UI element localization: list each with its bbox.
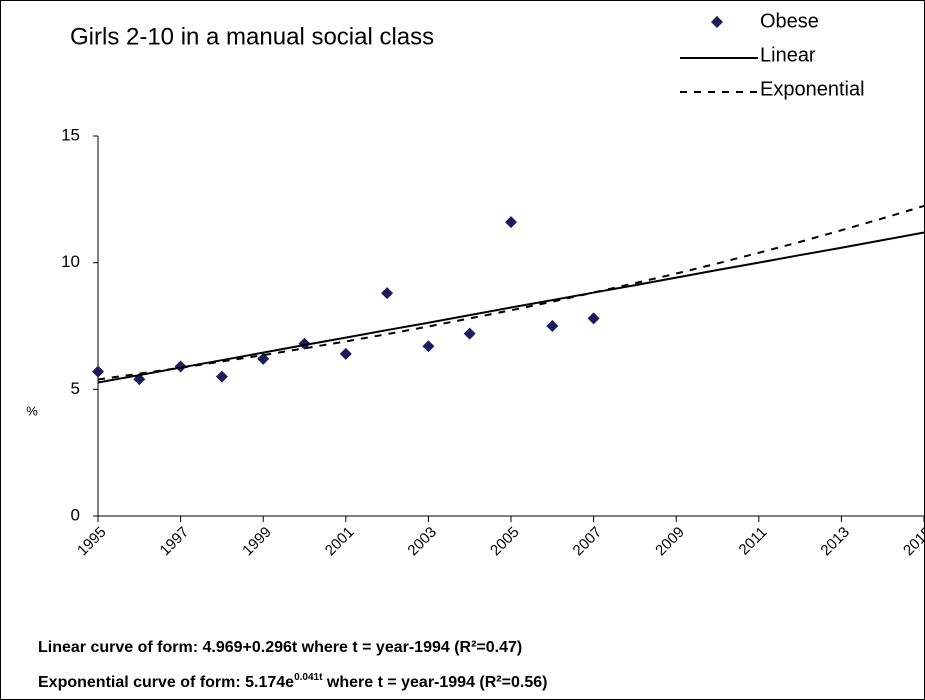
y-tick-label: 0 [71,505,80,524]
y-tick-label: 5 [71,379,80,398]
trend-line [97,204,925,381]
footnote-part: where t = year-1994 (R²=0.56) [322,674,547,691]
legend-marker [711,16,723,28]
data-point [339,347,352,360]
footnote: Exponential curve of form: 5.174e0.041t … [38,672,547,692]
data-point [215,370,228,383]
data-point [587,312,600,325]
data-point [422,340,435,353]
data-point [298,337,311,350]
y-tick-label: 15 [61,125,80,144]
footnote-part: Linear curve of form: 4.969+0.296t where… [38,639,522,656]
data-point [92,365,104,378]
data-point [546,320,559,332]
legend-label: Obese [760,10,819,32]
superscript: 0.041t [294,672,323,683]
y-axis-label: % [26,403,38,418]
data-point [463,327,476,340]
y-tick-label: 10 [61,252,80,271]
legend-label: Linear [760,44,816,66]
legend-label: Exponential [760,78,865,100]
data-point [505,216,517,229]
data-point [381,287,394,300]
data-point [257,352,270,365]
chart-title: Girls 2-10 in a manual social class [70,23,434,50]
footnote-part: Exponential curve of form: 5.174e [38,674,294,691]
trend-line [97,231,925,384]
footnote: Linear curve of form: 4.969+0.296t where… [38,639,522,656]
